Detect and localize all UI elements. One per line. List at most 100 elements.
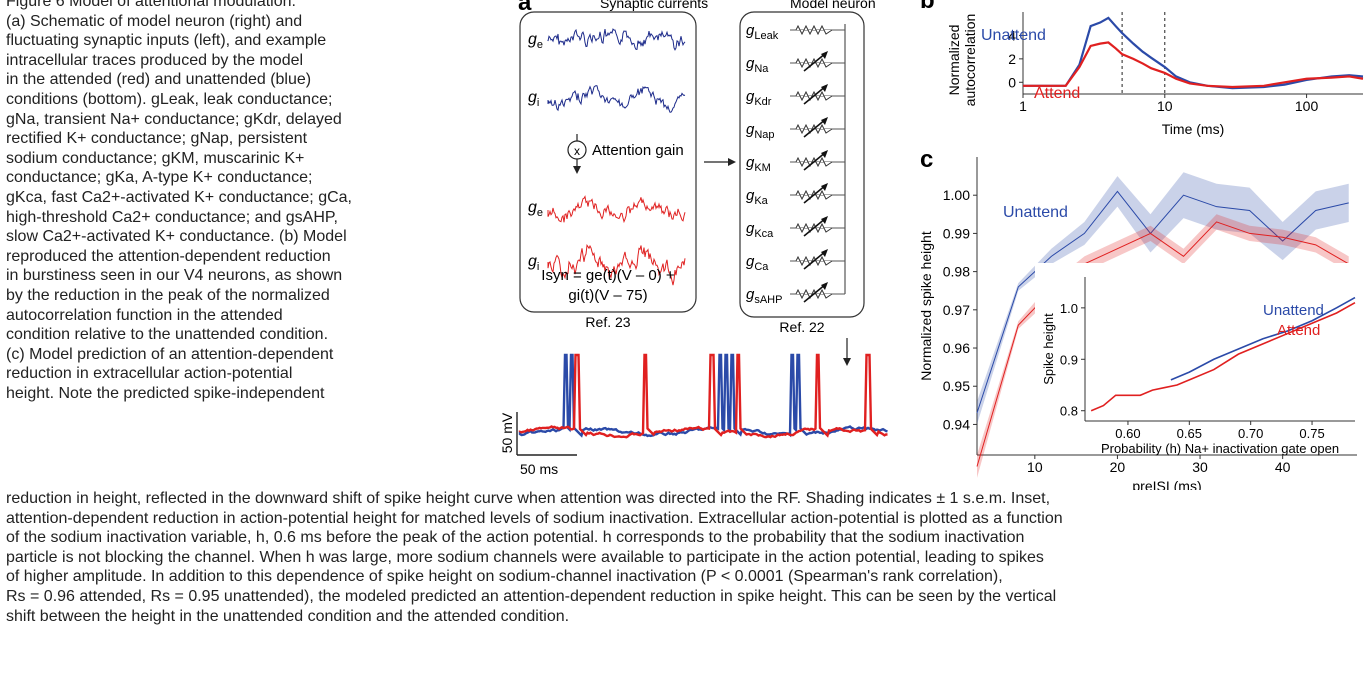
- legend-unattend: Unattend: [1263, 302, 1324, 319]
- caption-bottom-line: reduction in height, reflected in the do…: [6, 490, 1051, 507]
- y-tick-label: 0.8: [1060, 404, 1078, 419]
- caption-bottom-line: Rs = 0.96 attended, Rs = 0.95 unattended…: [6, 587, 1057, 605]
- equation-line2: gi(t)(V – 75): [568, 287, 647, 304]
- variable-arrowhead: [821, 51, 828, 59]
- x-tick-label: 1: [1019, 98, 1027, 114]
- scale-t-label: 50 ms: [520, 461, 558, 477]
- variable-arrowhead: [821, 117, 828, 125]
- gi-unattend-trace: [547, 85, 686, 113]
- gi-attend-trace: [547, 243, 686, 286]
- conductance-label: gKa: [746, 187, 769, 207]
- y-axis-label: Spike height: [1041, 313, 1056, 385]
- panel-b-plot: 1 10 100 0 2 4 Time (ms) Normalizedautocorrelat…: [946, 12, 1364, 137]
- ge-attend-trace: [547, 195, 686, 224]
- conductance-label: gKca: [746, 220, 774, 240]
- variable-arrow-icon: [803, 151, 827, 171]
- equation-line1: Isyn = ge(t)(V – 0) +: [541, 267, 675, 284]
- variable-arrowhead: [821, 282, 828, 290]
- gi-label-bottom: gi: [528, 253, 539, 273]
- variable-arrowhead: [821, 216, 828, 224]
- caption-left-line: by the reduction in the peak of the norm…: [6, 286, 330, 304]
- ref-model: Ref. 22: [779, 319, 824, 335]
- variable-arrowhead: [821, 150, 828, 158]
- resistor-icon: [795, 24, 833, 36]
- panel-c-label: c: [920, 146, 933, 173]
- x-axis-label: Probability (h) Na+ inactivation gate op…: [1101, 441, 1339, 456]
- x-tick-label: 0.70: [1238, 426, 1263, 441]
- y-tick-label: 2: [1008, 51, 1016, 67]
- sem-band: [977, 172, 1349, 425]
- caption-bottom-line: attention-dependent reduction in action-…: [6, 509, 1063, 527]
- x-axis-label: preISI (ms): [1132, 478, 1201, 490]
- inset-background: [1035, 263, 1361, 443]
- variable-arrow-icon: [803, 283, 827, 303]
- caption-left-line: in burstiness seen in our V4 neurons, as…: [6, 267, 343, 285]
- attention-gain-label: Attention gain: [592, 142, 684, 159]
- legend-unattend: Unattend: [981, 27, 1046, 44]
- series-line-attend: [1090, 302, 1356, 412]
- caption-left-line: conditions (bottom). gLeak, leak conduct…: [6, 90, 333, 108]
- gain-arrowhead: [573, 166, 581, 174]
- x-axis-label: Time (ms): [1162, 121, 1224, 137]
- caption-left-line: sodium conductance; gKM, muscarinic K+: [6, 149, 305, 167]
- y-axis-label: Normalizedautocorrelation: [946, 14, 978, 107]
- conductance-label: gNap: [746, 121, 775, 141]
- x-tick-label: 20: [1110, 459, 1126, 475]
- caption-bottom-line: particle is not blocking the channel. Wh…: [6, 548, 1044, 566]
- ref-synapse: Ref. 23: [585, 314, 630, 330]
- panel-a-label: a: [518, 0, 532, 16]
- gi-label-top: gi: [528, 89, 539, 109]
- caption-left-line: high-threshold Ca2+ conductance; and gsA…: [6, 208, 338, 226]
- caption-left-line: reduction in extracellular action-potent…: [6, 365, 293, 383]
- y-tick-label: 1.0: [1060, 301, 1078, 316]
- arrowhead-right: [728, 158, 736, 166]
- y-tick-label: 0.99: [943, 225, 970, 241]
- panel-b-label: b: [920, 0, 935, 14]
- y-tick-label: 0.94: [943, 416, 970, 432]
- series-line-attend: [1023, 41, 1364, 89]
- legend-attend: Attend: [1034, 85, 1080, 102]
- variable-arrowhead: [821, 183, 828, 191]
- caption-bottom-line: shift between the height in the unattend…: [6, 607, 570, 625]
- caption-bottom-line: of higher amplitude. In addition to this…: [6, 568, 1003, 586]
- variable-arrow-icon: [803, 118, 827, 138]
- panel-b: b 1 10 100 0 2 4 Time (ms) Normalizedautocorrel…: [920, 0, 1364, 137]
- x-tick-label: 10: [1027, 459, 1043, 475]
- x-tick-label: 0.60: [1115, 426, 1140, 441]
- variable-arrowhead: [821, 249, 828, 257]
- x-tick-label: 40: [1275, 459, 1291, 475]
- caption-left-line: in the attended (red) and unattended (bl…: [6, 71, 312, 89]
- y-axis-label: Normalized spike height: [918, 231, 934, 381]
- synapse-box: [519, 11, 697, 313]
- x-tick-label: 0.75: [1299, 426, 1324, 441]
- caption-left-line: intracellular traces produced by the mod…: [6, 51, 304, 69]
- caption-left-line: fluctuating synaptic inputs (left), and …: [6, 32, 327, 50]
- caption-left-line: condition relative to the unattended con…: [6, 326, 329, 344]
- x-tick-label: 30: [1192, 459, 1208, 475]
- figure-caption-bottom: reduction in height, reflected in the do…: [6, 489, 1366, 626]
- variable-arrow-icon: [803, 217, 827, 237]
- y-tick-label: 0.9: [1060, 352, 1078, 367]
- x-tick-label: 10: [1157, 98, 1173, 114]
- caption-left-line: gKca, fast Ca2+-activated K+ conductance…: [6, 188, 352, 206]
- y-tick-label: 0.96: [943, 340, 970, 356]
- variable-arrow-icon: [803, 184, 827, 204]
- variable-arrow-icon: [803, 250, 827, 270]
- caption-left-line: reproduced the attention-dependent reduc…: [6, 247, 331, 265]
- legend-unattend: Unattend: [1003, 204, 1068, 221]
- series-line-unattend: [1170, 296, 1356, 381]
- model-neuron-title: Model neuron: [790, 0, 876, 11]
- y-tick-label: 1.00: [943, 187, 970, 203]
- multiply-icon: [567, 140, 587, 160]
- ge-label-bottom: ge: [528, 199, 543, 219]
- legend-attend: Attend: [1277, 322, 1320, 339]
- caption-left-line: gNa, transient Na+ conductance; gKdr, de…: [6, 110, 342, 128]
- conductance-ladder: gLeak gNa gKdr gNap gKM gKa gKca gCa gsAHP: [746, 22, 846, 306]
- x-tick-label: 0.65: [1177, 426, 1202, 441]
- conductance-label: gCa: [746, 253, 769, 273]
- caption-left-line: Figure 6 Model of attentional modulation…: [6, 0, 296, 10]
- conductance-label: gKdr: [746, 88, 772, 108]
- variable-arrow-icon: [803, 52, 827, 72]
- model-neuron-box: [739, 11, 865, 318]
- caption-left-line: autocorrelation function in the attended: [6, 306, 283, 324]
